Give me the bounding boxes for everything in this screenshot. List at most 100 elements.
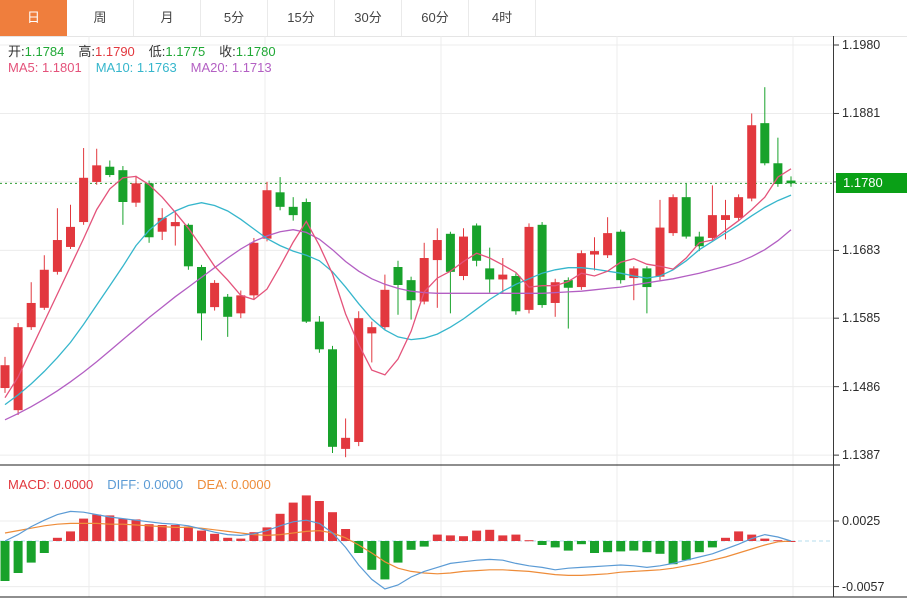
macd-bar bbox=[681, 541, 691, 561]
macd-axis-label: -0.0057 bbox=[842, 579, 885, 594]
macd-axis-label: 0.0025 bbox=[842, 514, 881, 528]
candle-body bbox=[655, 227, 665, 277]
macd-bar bbox=[131, 519, 141, 541]
macd-macd-value: 0.0000 bbox=[49, 477, 94, 492]
macd-bar bbox=[367, 541, 377, 570]
ma-ma20-value: 1.1713 bbox=[228, 60, 272, 75]
candle-body bbox=[393, 267, 403, 285]
tab-30分[interactable]: 30分 bbox=[335, 0, 402, 36]
ohlc-high-value: 1.1790 bbox=[95, 44, 135, 59]
candle-body bbox=[472, 225, 482, 261]
candle-body bbox=[459, 236, 468, 276]
macd-bar bbox=[642, 541, 652, 553]
tab-60分[interactable]: 60分 bbox=[402, 0, 469, 36]
macd-bar bbox=[472, 530, 482, 541]
ma-ma5-label: MA5: bbox=[8, 60, 39, 75]
candle-body bbox=[485, 268, 495, 280]
candle-body bbox=[301, 201, 311, 322]
ma-ma20-label: MA20: bbox=[190, 60, 229, 75]
candle-body bbox=[92, 165, 102, 182]
candle-body bbox=[118, 170, 128, 202]
tab-月[interactable]: 月 bbox=[134, 0, 201, 36]
macd-bar bbox=[760, 538, 770, 541]
ohlc-low-label: 低: bbox=[148, 44, 166, 59]
macd-bar bbox=[419, 541, 429, 547]
candle-body bbox=[419, 258, 429, 302]
macd-bar bbox=[223, 537, 233, 541]
tab-15分[interactable]: 15分 bbox=[268, 0, 335, 36]
macd-bar bbox=[721, 537, 730, 541]
macd-bar bbox=[197, 530, 206, 541]
tab-4时[interactable]: 4时 bbox=[469, 0, 536, 36]
candle-body bbox=[223, 296, 233, 317]
macd-bar bbox=[105, 515, 115, 541]
macd-dea-label: DEA: bbox=[197, 477, 228, 492]
macd-bar bbox=[39, 541, 49, 553]
macd-bar bbox=[314, 501, 324, 541]
macd-bar bbox=[328, 512, 337, 541]
candle-body bbox=[131, 183, 141, 203]
tab-周[interactable]: 周 bbox=[67, 0, 134, 36]
macd-bar bbox=[498, 535, 508, 541]
candle-body bbox=[210, 282, 220, 308]
macd-bar bbox=[590, 541, 599, 553]
macd-bar bbox=[92, 514, 102, 541]
price-axis-label: 1.1486 bbox=[842, 379, 881, 394]
ohlc-close-value: 1.1780 bbox=[235, 44, 276, 59]
macd-bar bbox=[734, 531, 744, 541]
macd-bar bbox=[341, 529, 351, 541]
macd-bar bbox=[354, 541, 364, 553]
candle-body bbox=[367, 327, 377, 334]
candle-body bbox=[760, 123, 770, 164]
macd-bar bbox=[694, 541, 704, 553]
macd-bar bbox=[747, 534, 757, 541]
candle-body bbox=[445, 233, 455, 272]
ohlc-open-label: 开: bbox=[8, 44, 25, 59]
candle-body bbox=[603, 233, 613, 256]
candle-body bbox=[524, 226, 534, 310]
candle-body bbox=[26, 302, 36, 328]
macd-readout: MACD: 0.0000 DIFF: 0.0000 DEA: 0.0000 bbox=[8, 477, 285, 492]
candle-body bbox=[590, 251, 599, 255]
macd-bar bbox=[445, 535, 455, 541]
macd-bar bbox=[603, 541, 613, 553]
price-axis-label: 1.1881 bbox=[842, 106, 881, 121]
macd-bar bbox=[537, 541, 547, 545]
candle-body bbox=[52, 240, 62, 272]
ma-ma5-value: 1.1801 bbox=[38, 60, 82, 75]
macd-bar bbox=[511, 534, 521, 541]
candle-body bbox=[341, 437, 351, 449]
macd-bar bbox=[183, 526, 193, 541]
macd-bar bbox=[249, 532, 259, 541]
macd-bar bbox=[380, 541, 390, 580]
candlestick-macd-chart[interactable] bbox=[0, 36, 907, 601]
macd-bar bbox=[236, 538, 246, 541]
price-axis-label: 1.1683 bbox=[842, 243, 881, 258]
timeframe-tabbar: 日周月 5分 15分 30分 60分 4时 bbox=[0, 0, 907, 37]
macd-bar bbox=[275, 513, 285, 541]
macd-diff-value: 0.0000 bbox=[139, 477, 184, 492]
tab-日[interactable]: 日 bbox=[0, 0, 67, 36]
ma-readout: MA5: 1.1801 MA10: 1.1763 MA20: 1.1713 bbox=[8, 60, 286, 75]
tab-5分[interactable]: 5分 bbox=[201, 0, 268, 36]
macd-bar bbox=[485, 529, 495, 541]
ma5-line bbox=[4, 168, 792, 399]
candle-body bbox=[170, 222, 180, 227]
candle-body bbox=[157, 217, 167, 232]
candle-body bbox=[13, 327, 23, 411]
candle-body bbox=[249, 242, 259, 296]
candle-body bbox=[734, 197, 744, 218]
candle-body bbox=[786, 180, 796, 184]
candle-body bbox=[79, 177, 89, 223]
ma-ma10-value: 1.1763 bbox=[133, 60, 177, 75]
macd-bar bbox=[393, 541, 403, 563]
diff-line bbox=[4, 510, 792, 590]
macd-bar bbox=[170, 525, 180, 541]
dea-line bbox=[4, 522, 792, 577]
macd-bar bbox=[616, 541, 626, 552]
current-price-badge: 1.1780 bbox=[836, 173, 907, 194]
candle-body bbox=[39, 269, 49, 308]
candle-body bbox=[380, 289, 390, 328]
macd-bar bbox=[576, 541, 586, 545]
